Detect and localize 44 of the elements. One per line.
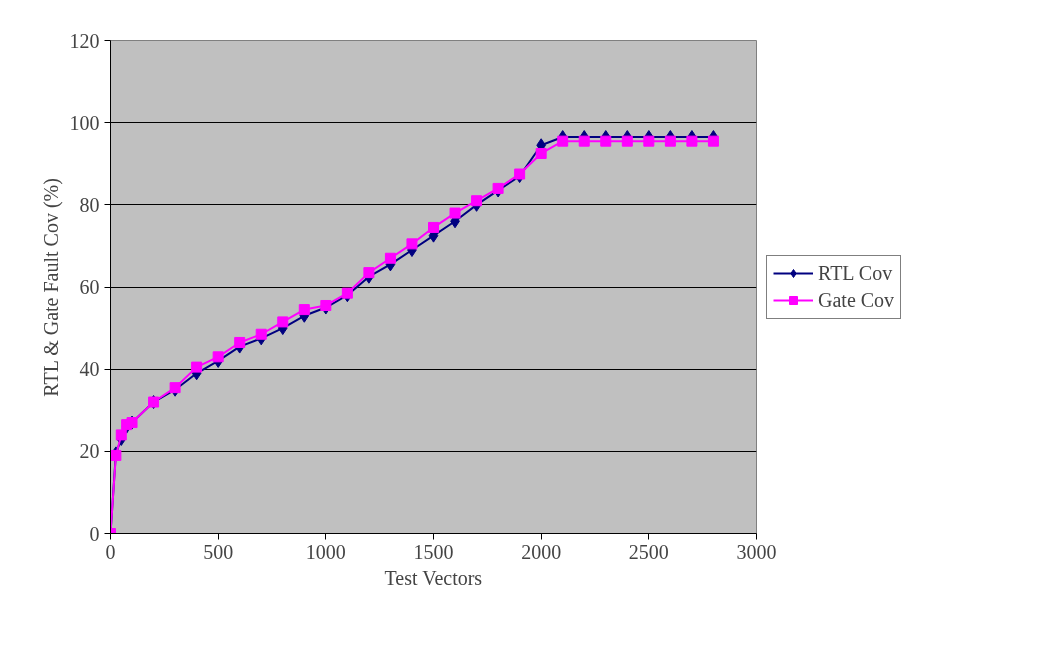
legend-label: RTL Cov <box>818 261 893 285</box>
point <box>255 328 267 340</box>
y-tick-label: 100 <box>69 111 100 134</box>
point <box>320 299 332 311</box>
point <box>514 168 526 180</box>
point <box>428 221 439 233</box>
point <box>557 135 569 147</box>
x-tick-label: 1000 <box>305 540 346 563</box>
point <box>664 135 676 147</box>
point <box>578 135 590 147</box>
point <box>492 182 504 194</box>
point <box>234 336 246 348</box>
point <box>341 287 353 299</box>
point <box>115 429 127 441</box>
x-tick-label: 3000 <box>736 540 777 563</box>
x-tick-label: 2500 <box>628 540 669 563</box>
point <box>212 351 224 363</box>
point <box>449 207 461 219</box>
point <box>277 316 289 328</box>
point <box>191 361 203 373</box>
point <box>406 238 418 250</box>
point <box>363 267 375 279</box>
y-axis-title: RTL & Gate Fault Cov (%) <box>39 178 63 397</box>
point <box>600 135 612 147</box>
y-tick-label: 60 <box>79 276 100 298</box>
x-tick-label: 2000 <box>521 540 562 563</box>
y-tick-label: 40 <box>79 358 100 381</box>
point <box>384 252 396 264</box>
point <box>621 135 633 147</box>
legend-label: Gate Cov <box>818 288 895 312</box>
y-tick-label: 20 <box>79 440 100 463</box>
y-tick-label: 0 <box>89 522 100 545</box>
point <box>707 135 719 147</box>
point <box>686 135 698 147</box>
y-tick-label: 120 <box>69 29 100 52</box>
point <box>298 304 310 316</box>
x-tick-label: 0 <box>105 540 116 563</box>
point <box>535 147 547 159</box>
x-tick-label: 500 <box>203 540 234 563</box>
point <box>643 135 655 147</box>
point <box>471 195 483 207</box>
y-tick-label: 80 <box>79 193 100 216</box>
x-axis-title: Test Vectors <box>384 566 483 589</box>
x-tick-label: 1500 <box>413 540 454 563</box>
